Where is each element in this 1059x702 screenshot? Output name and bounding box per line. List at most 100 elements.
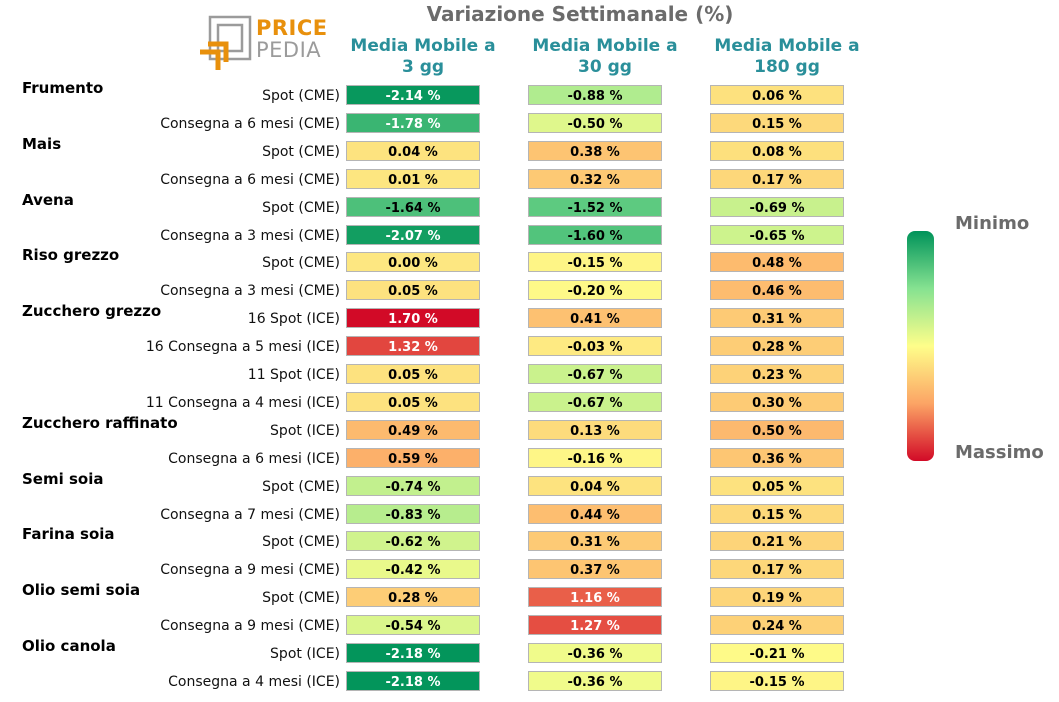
heatmap-cell: 0.31 % (528, 531, 662, 552)
table-row: Zucchero grezzo 16 Spot (ICE) 1.70 % 0.41 %… (0, 302, 870, 330)
table-row: 11 Spot (ICE) 0.05 % -0.67 % 0.23 % (0, 364, 870, 386)
commodity-group-label: Avena (22, 190, 74, 209)
table-row: Consegna a 9 mesi (CME) -0.42 % 0.37 % 0.17… (0, 559, 870, 581)
heatmap-cell: -1.78 % (346, 112, 480, 133)
heatmap-cell: -2.07 % (346, 224, 480, 245)
contract-label: 16 Spot (ICE) (247, 311, 340, 328)
heatmap-cell: -0.20 % (528, 280, 662, 301)
heatmap-cell: -0.03 % (528, 336, 662, 357)
heatmap-cell: 0.06 % (710, 85, 844, 105)
column-header-line1: Media Mobile a (532, 36, 678, 56)
table-row: Avena Spot (CME) -1.64 % -1.52 % -0.69 % (0, 191, 870, 219)
contract-label: Spot (CME) (262, 478, 340, 495)
table-row: Farina soia Spot (CME) -0.62 % 0.31 % 0.21 % (0, 525, 870, 553)
column-header-3gg: Media Mobile a 3 gg (333, 36, 513, 78)
column-header-line1: Media Mobile a (714, 36, 860, 56)
heatmap-cell: -0.83 % (346, 503, 480, 524)
table-row: Frumento Spot (CME) -2.14 % -0.88 % 0.06 % (0, 79, 870, 107)
contract-label: Spot (CME) (262, 199, 340, 216)
heatmap-cell: -0.54 % (346, 615, 480, 636)
logo-mark-icon (200, 15, 252, 70)
heatmap-cell: 0.31 % (710, 308, 844, 329)
table-row: Consegna a 6 mesi (CME) -1.78 % -0.50 % 0.1… (0, 112, 870, 135)
column-header-line2: 30 gg (578, 57, 632, 77)
commodity-group-label: Olio semi soia (22, 581, 141, 600)
heatmap-cell: -0.69 % (710, 196, 844, 217)
heatmap-cell: 0.05 % (346, 280, 480, 301)
heatmap-cell: 0.36 % (710, 447, 844, 468)
heatmap-cell: -2.18 % (346, 670, 480, 691)
contract-label: Consegna a 9 mesi (CME) (160, 562, 340, 579)
heatmap-cell: 0.32 % (528, 168, 662, 189)
heatmap-cell: 0.13 % (528, 419, 662, 440)
heatmap-cell: 1.32 % (346, 336, 480, 357)
heatmap-cell: 0.04 % (346, 140, 480, 161)
commodity-group-label: Olio canola (22, 637, 116, 655)
heatmap-cell: 0.24 % (710, 615, 844, 636)
heatmap-cell: -1.52 % (528, 196, 662, 217)
contract-label: Spot (CME) (262, 534, 340, 551)
commodity-group-label: Zucchero grezzo (22, 302, 162, 321)
heatmap-cell: -0.21 % (710, 643, 844, 663)
color-scale-bar (907, 231, 934, 461)
chart-title: Variazione Settimanale (%) (426, 2, 734, 26)
heatmap-cell: -0.88 % (528, 85, 662, 105)
heatmap-cell: 0.17 % (710, 168, 844, 189)
heatmap-cell: -1.64 % (346, 196, 480, 217)
heatmap-cell: -2.18 % (346, 643, 480, 663)
heatmap-cell: 0.28 % (710, 336, 844, 357)
logo-text-price: PRICE (256, 16, 328, 40)
table-row: Consegna a 3 mesi (CME) -2.07 % -1.60 % -0.… (0, 224, 870, 247)
table-row: Consegna a 9 mesi (CME) -0.54 % 1.27 % 0.24… (0, 615, 870, 637)
commodity-group-label: Mais (22, 134, 62, 153)
heatmap-cell: 0.21 % (710, 531, 844, 552)
contract-label: Consegna a 3 mesi (CME) (160, 283, 340, 300)
heatmap-cell: 0.23 % (710, 364, 844, 384)
contract-label: Spot (CME) (262, 143, 340, 160)
heatmap-cell: -2.14 % (346, 85, 480, 105)
contract-label: Consegna a 9 mesi (CME) (160, 618, 340, 635)
pricepedia-logo: PRICE PEDIA (198, 14, 327, 74)
heatmap-cell: 1.16 % (528, 587, 662, 608)
commodity-group-label: Riso grezzo (22, 246, 120, 265)
heatmap-cell: 0.41 % (528, 308, 662, 329)
heatmap-cell: -0.16 % (528, 447, 662, 468)
table-row: Riso grezzo Spot (CME) 0.00 % -0.15 % 0.48 % (0, 246, 870, 274)
contract-label: 11 Consegna a 4 mesi (ICE) (145, 394, 340, 411)
contract-label: Consegna a 3 mesi (CME) (160, 227, 340, 244)
column-header-30gg: Media Mobile a 30 gg (515, 36, 695, 78)
legend-min-label: Minimo (955, 213, 1030, 234)
heatmap-cell: 0.37 % (528, 559, 662, 580)
heatmap-cell: -0.15 % (710, 670, 844, 691)
table-row: Mais Spot (CME) 0.04 % 0.38 % 0.08 % (0, 135, 870, 163)
heatmap-cell: -0.42 % (346, 559, 480, 580)
heatmap-cell: 0.04 % (528, 475, 662, 496)
table-row: Consegna a 3 mesi (CME) 0.05 % -0.20 % 0.46… (0, 280, 870, 302)
commodity-group-label: Frumento (22, 79, 104, 97)
contract-label: Consegna a 6 mesi (ICE) (168, 450, 340, 467)
heatmap-cell: -1.60 % (528, 224, 662, 245)
table-row: Olio semi soia Spot (CME) 0.28 % 1.16 % 0.19… (0, 581, 870, 609)
heatmap-cell: 0.50 % (710, 419, 844, 440)
contract-label: Consegna a 4 mesi (ICE) (168, 673, 340, 690)
heatmap-cell: -0.74 % (346, 475, 480, 496)
heatmap-cell: 0.17 % (710, 559, 844, 580)
column-header-line2: 3 gg (401, 57, 445, 77)
heatmap-cell: 0.44 % (528, 503, 662, 524)
table-row: Semi soia Spot (CME) -0.74 % 0.04 % 0.05 % (0, 470, 870, 498)
heatmap-cell: 0.08 % (710, 140, 844, 161)
contract-label: Spot (CME) (262, 88, 340, 104)
heatmap-cell: 1.27 % (528, 615, 662, 636)
contract-label: Spot (CME) (262, 590, 340, 607)
heatmap-cell: -0.62 % (346, 531, 480, 552)
table-row: Consegna a 6 mesi (ICE) 0.59 % -0.16 % 0.36… (0, 447, 870, 470)
heatmap-cell: 0.48 % (710, 252, 844, 273)
heatmap-cell: 0.59 % (346, 447, 480, 468)
contract-label: Spot (ICE) (270, 646, 340, 662)
heatmap-cell: 0.28 % (346, 587, 480, 608)
table-row: Consegna a 4 mesi (ICE) -2.18 % -0.36 % -0.… (0, 670, 870, 693)
table-row: Consegna a 7 mesi (CME) -0.83 % 0.44 % 0.15… (0, 503, 870, 526)
table-row: Zucchero raffinato Spot (ICE) 0.49 % 0.13 %… (0, 414, 870, 442)
heatmap-cell: -0.65 % (710, 224, 844, 245)
commodity-group-label: Farina soia (22, 525, 115, 544)
